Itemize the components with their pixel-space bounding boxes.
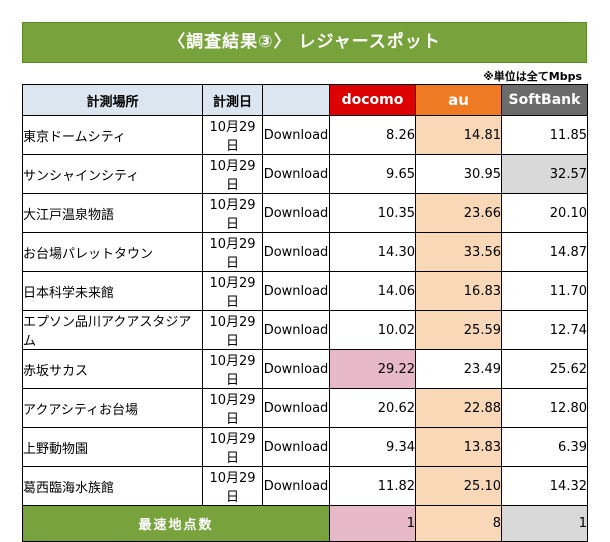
type-cell: Download <box>262 310 330 350</box>
au-speed-cell: 13.83 <box>415 427 502 467</box>
au-speed-cell: 23.49 <box>415 349 502 389</box>
softbank-speed-cell: 14.32 <box>501 466 588 506</box>
place-cell: アクアシティお台場 <box>22 388 203 428</box>
table-row: お台場パレットタウン 10月29日 Download 14.30 33.56 14.87 <box>22 232 588 272</box>
type-cell: Download <box>262 115 330 155</box>
softbank-speed-cell: 12.80 <box>501 388 588 428</box>
au-speed-cell: 23.66 <box>415 193 502 233</box>
docomo-speed-cell: 10.02 <box>329 310 416 350</box>
softbank-speed-cell: 14.87 <box>501 232 588 272</box>
date-cell: 10月29日 <box>202 154 263 194</box>
softbank-speed-cell: 11.85 <box>501 115 588 155</box>
place-cell: 上野動物園 <box>22 427 203 467</box>
date-cell: 10月29日 <box>202 388 263 428</box>
table-row: 東京ドームシティ 10月29日 Download 8.26 14.81 11.85 <box>22 115 588 155</box>
header-row: 計測場所 計測日 docomo au SoftBank <box>22 84 588 116</box>
softbank-speed-cell: 6.39 <box>501 427 588 467</box>
docomo-speed-cell: 11.82 <box>329 466 416 506</box>
place-cell: お台場パレットタウン <box>22 232 203 272</box>
date-cell: 10月29日 <box>202 232 263 272</box>
unit-note: ※単位は全てMbps <box>483 70 582 83</box>
footer-row: 最速地点数 1 8 1 <box>22 505 588 542</box>
docomo-speed-cell: 29.22 <box>329 349 416 389</box>
docomo-speed-cell: 14.30 <box>329 232 416 272</box>
au-speed-cell: 25.10 <box>415 466 502 506</box>
docomo-speed-cell: 20.62 <box>329 388 416 428</box>
type-cell: Download <box>262 232 330 272</box>
docomo-speed-cell: 9.34 <box>329 427 416 467</box>
footer-softbank: 1 <box>501 505 588 542</box>
header-date: 計測日 <box>202 84 263 116</box>
page-title: 〈調査結果③〉 レジャースポット <box>22 22 587 63</box>
type-cell: Download <box>262 154 330 194</box>
date-cell: 10月29日 <box>202 271 263 311</box>
type-cell: Download <box>262 466 330 506</box>
table-row: 大江戸温泉物語 10月29日 Download 10.35 23.66 20.10 <box>22 193 588 233</box>
type-cell: Download <box>262 388 330 428</box>
place-cell: 葛西臨海水族館 <box>22 466 203 506</box>
date-cell: 10月29日 <box>202 310 263 350</box>
place-cell: 日本科学未来館 <box>22 271 203 311</box>
header-docomo: docomo <box>329 84 416 116</box>
date-cell: 10月29日 <box>202 193 263 233</box>
docomo-speed-cell: 8.26 <box>329 115 416 155</box>
table-row: アクアシティお台場 10月29日 Download 20.62 22.88 12.80 <box>22 388 588 428</box>
docomo-speed-cell: 10.35 <box>329 193 416 233</box>
softbank-speed-cell: 25.62 <box>501 349 588 389</box>
footer-label: 最速地点数 <box>22 505 330 542</box>
softbank-speed-cell: 20.10 <box>501 193 588 233</box>
softbank-speed-cell: 11.70 <box>501 271 588 311</box>
header-softbank: SoftBank <box>501 84 588 116</box>
table-row: サンシャインシティ 10月29日 Download 9.65 30.95 32.57 <box>22 154 588 194</box>
type-cell: Download <box>262 349 330 389</box>
docomo-speed-cell: 9.65 <box>329 154 416 194</box>
au-speed-cell: 16.83 <box>415 271 502 311</box>
table-row: 上野動物園 10月29日 Download 9.34 13.83 6.39 <box>22 427 588 467</box>
au-speed-cell: 14.81 <box>415 115 502 155</box>
header-place: 計測場所 <box>22 84 203 116</box>
type-cell: Download <box>262 271 330 311</box>
place-cell: エプソン品川アクアスタジアム <box>22 310 203 350</box>
footer-docomo: 1 <box>329 505 416 542</box>
au-speed-cell: 30.95 <box>415 154 502 194</box>
softbank-speed-cell: 32.57 <box>501 154 588 194</box>
place-cell: 大江戸温泉物語 <box>22 193 203 233</box>
table-row: 葛西臨海水族館 10月29日 Download 11.82 25.10 14.32 <box>22 466 588 506</box>
type-cell: Download <box>262 193 330 233</box>
au-speed-cell: 25.59 <box>415 310 502 350</box>
au-speed-cell: 22.88 <box>415 388 502 428</box>
type-cell: Download <box>262 427 330 467</box>
softbank-speed-cell: 12.74 <box>501 310 588 350</box>
header-type <box>262 84 330 116</box>
date-cell: 10月29日 <box>202 427 263 467</box>
table-row: 日本科学未来館 10月29日 Download 14.06 16.83 11.70 <box>22 271 588 311</box>
date-cell: 10月29日 <box>202 349 263 389</box>
results-table: 計測場所 計測日 docomo au SoftBank 東京ドームシティ 10月2… <box>22 84 588 542</box>
place-cell: 赤坂サカス <box>22 349 203 389</box>
place-cell: サンシャインシティ <box>22 154 203 194</box>
au-speed-cell: 33.56 <box>415 232 502 272</box>
date-cell: 10月29日 <box>202 115 263 155</box>
header-au: au <box>415 84 502 116</box>
table-row: エプソン品川アクアスタジアム 10月29日 Download 10.02 25.59 12… <box>22 310 588 350</box>
table-row: 赤坂サカス 10月29日 Download 29.22 23.49 25.62 <box>22 349 588 389</box>
place-cell: 東京ドームシティ <box>22 115 203 155</box>
footer-au: 8 <box>415 505 502 542</box>
docomo-speed-cell: 14.06 <box>329 271 416 311</box>
